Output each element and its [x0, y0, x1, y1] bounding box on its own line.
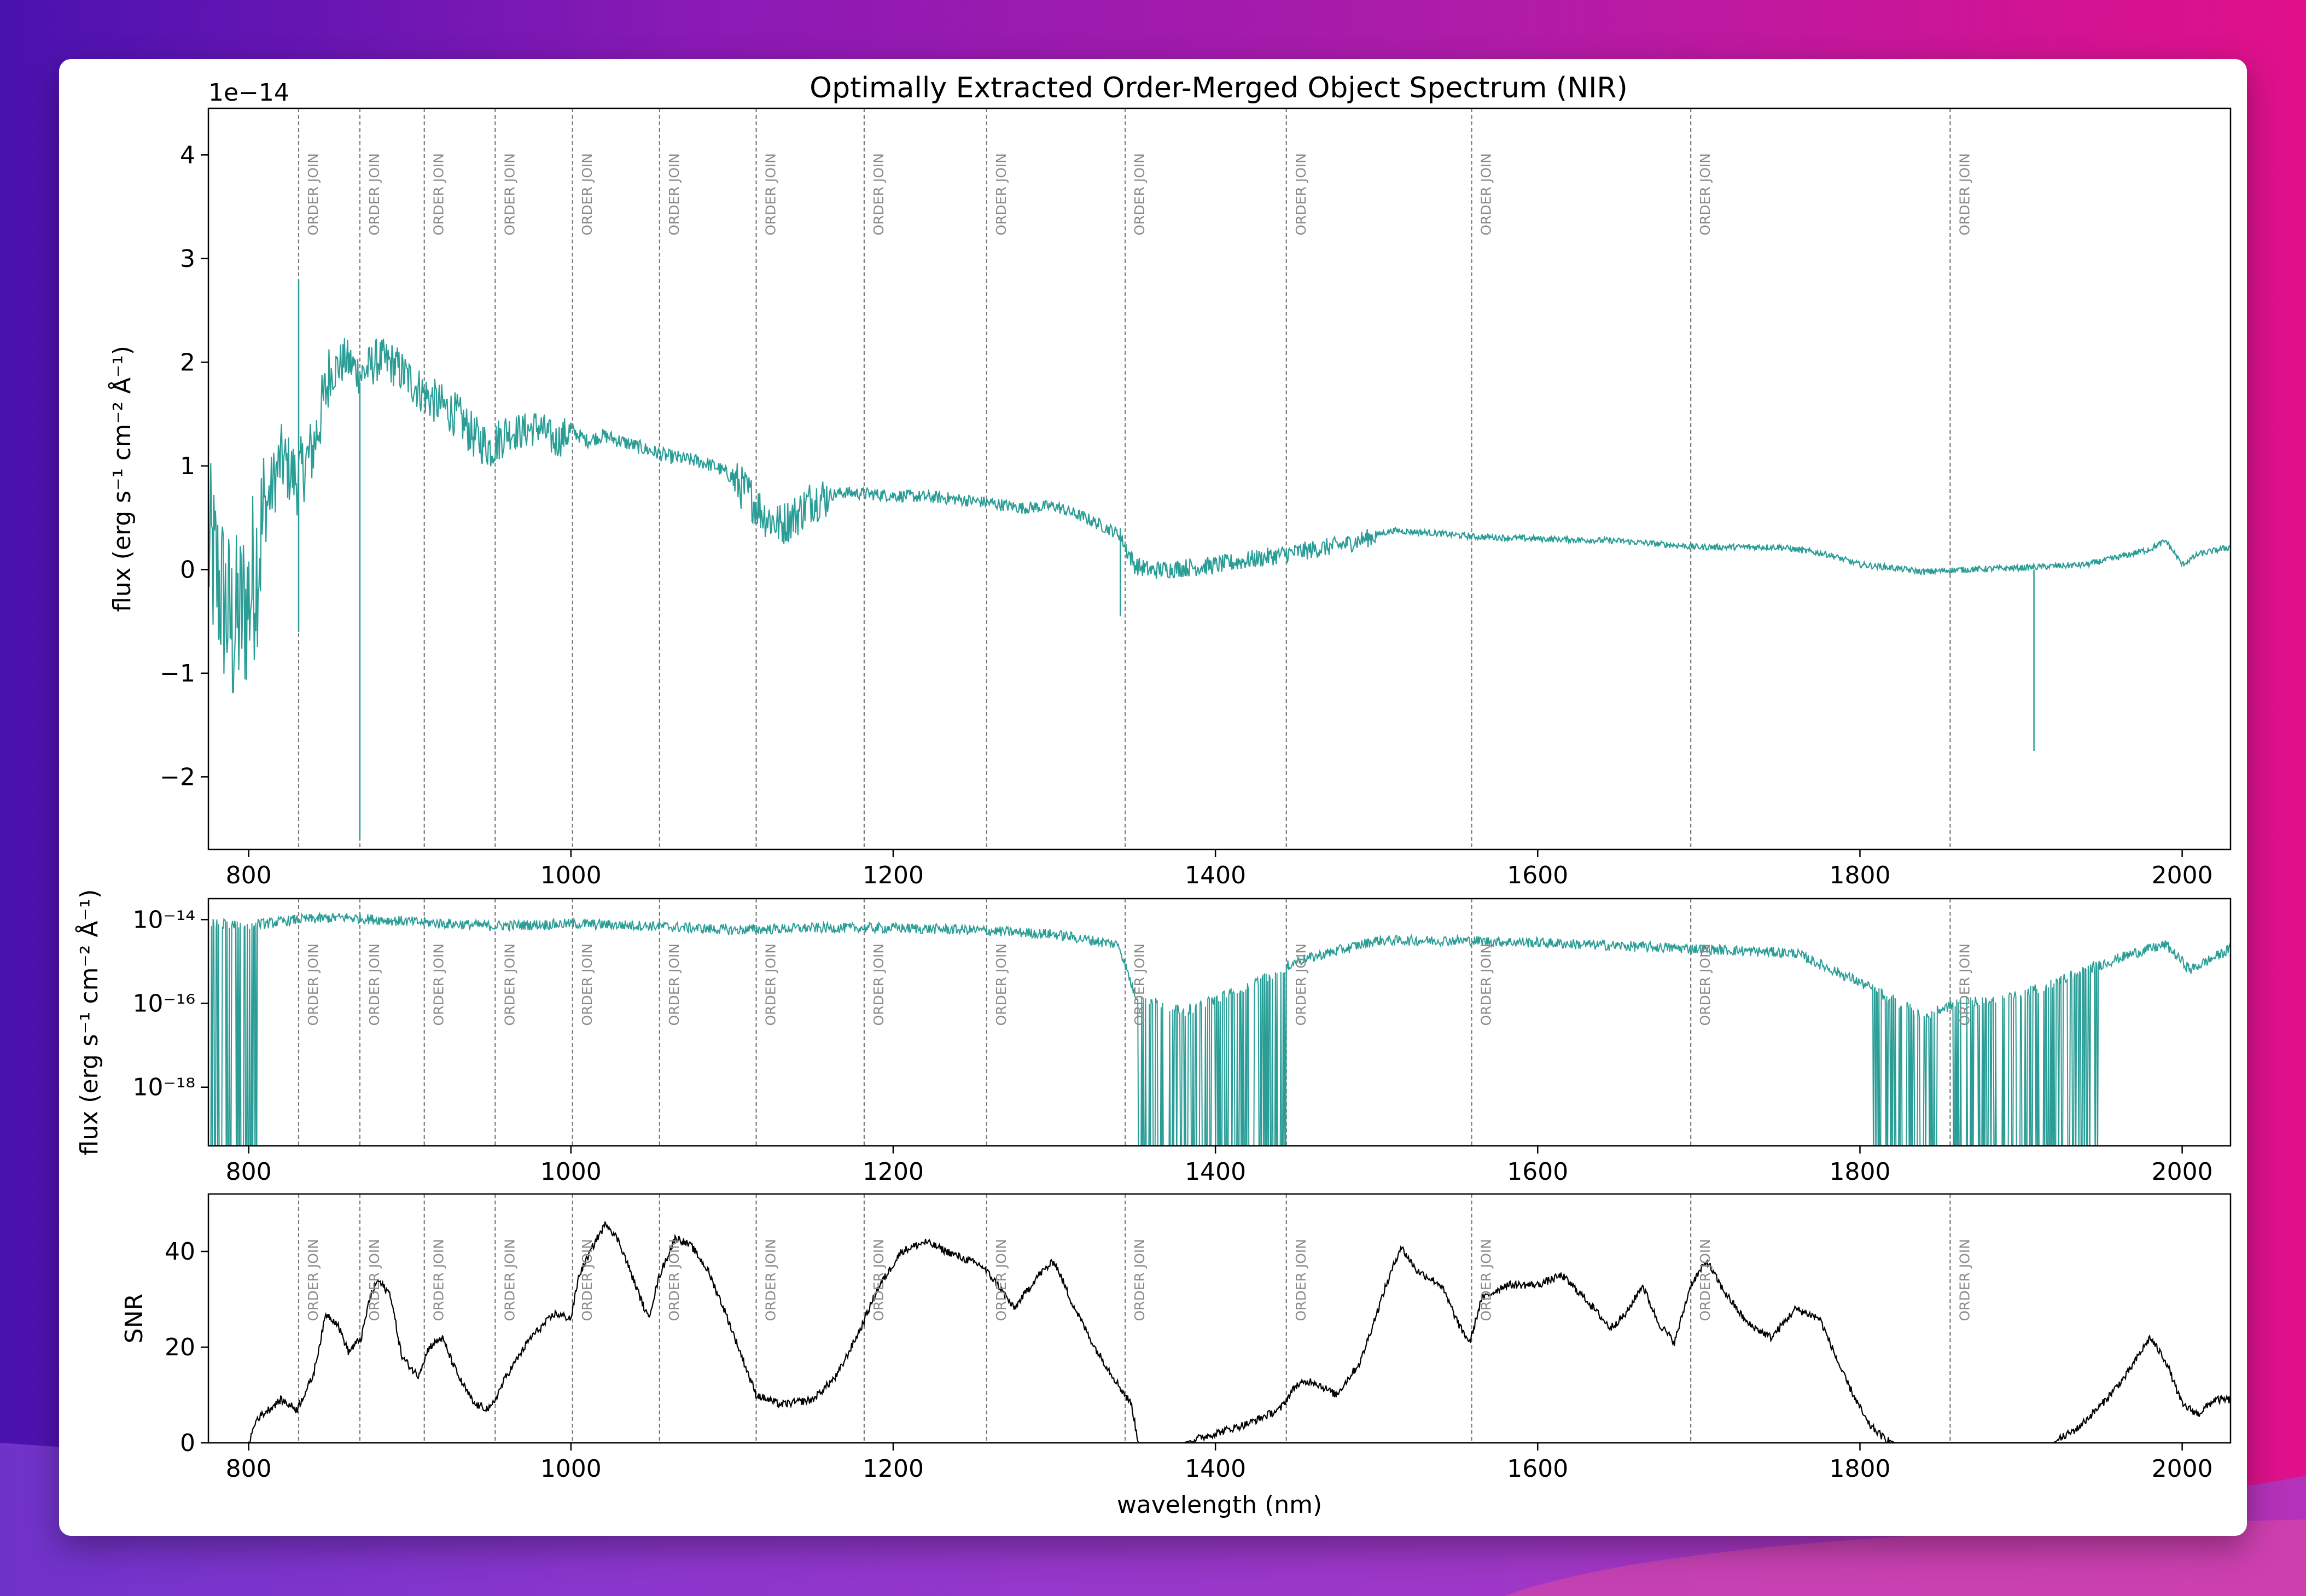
order-join-label: ORDER JOIN: [1293, 153, 1309, 236]
order-join-label: ORDER JOIN: [763, 1239, 779, 1321]
order-join-label: ORDER JOIN: [431, 943, 447, 1026]
order-join-label: ORDER JOIN: [871, 153, 887, 236]
order-join-label: ORDER JOIN: [1478, 153, 1494, 236]
axes-frame: [207, 107, 2232, 851]
y-tick-label: 20: [165, 1333, 195, 1361]
order-join-label: ORDER JOIN: [666, 943, 682, 1026]
y-axis-label: SNR: [120, 1294, 148, 1343]
order-join-label: ORDER JOIN: [502, 1239, 517, 1321]
flux-linear-panel: ORDER JOIN ORDER JOIN ORDER JOIN ORDER JOIN…: [107, 79, 2232, 889]
x-tick-label: 1800: [1829, 861, 1890, 889]
spectrum-figure: Optimally Extracted Order-Merged Object …: [74, 72, 2232, 1519]
order-join-label: ORDER JOIN: [579, 153, 595, 236]
order-join-label: ORDER JOIN: [1293, 943, 1309, 1026]
order-join-label: ORDER JOIN: [502, 153, 517, 236]
order-join-label: ORDER JOIN: [1697, 943, 1713, 1026]
order-join-label: ORDER JOIN: [1132, 153, 1148, 236]
order-join-label: ORDER JOIN: [431, 1239, 447, 1321]
flux-log-spectrum-line: [210, 911, 2231, 1146]
order-join-label: ORDER JOIN: [1293, 1239, 1309, 1321]
flux-spectrum-line: [208, 338, 2231, 694]
y-axis-label: flux (erg s⁻¹ cm⁻² Å⁻¹): [107, 346, 136, 612]
y-tick-label: 0: [180, 1429, 195, 1457]
y-tick-label: 0: [180, 556, 195, 584]
y-tick-label: 3: [180, 245, 195, 273]
order-join-label: ORDER JOIN: [1478, 943, 1494, 1026]
x-tick-label: 2000: [2152, 1158, 2213, 1186]
x-tick-label: 1000: [540, 861, 602, 889]
order-join-label: ORDER JOIN: [666, 153, 682, 236]
y-axis-label: flux (erg s⁻¹ cm⁻² Å⁻¹): [74, 889, 103, 1156]
x-tick-label: 1800: [1829, 1158, 1890, 1186]
order-join-label: ORDER JOIN: [305, 153, 321, 236]
x-tick-label: 1600: [1507, 1158, 1568, 1186]
x-tick-label: 1800: [1829, 1455, 1890, 1483]
order-join-label: ORDER JOIN: [579, 1239, 595, 1321]
order-join-label: ORDER JOIN: [763, 153, 779, 236]
y-tick-label: 2: [180, 348, 195, 376]
figure-title: Optimally Extracted Order-Merged Object …: [810, 72, 1628, 104]
order-join-label: ORDER JOIN: [1132, 943, 1148, 1026]
x-tick-label: 1200: [863, 1158, 924, 1186]
y-tick-label: −1: [160, 660, 195, 688]
y-tick-label: 4: [180, 141, 195, 169]
y-tick-label: 10⁻¹⁴: [133, 906, 196, 934]
order-join-label: ORDER JOIN: [666, 1239, 682, 1321]
figure-card: Optimally Extracted Order-Merged Object …: [59, 59, 2247, 1536]
order-join-label: ORDER JOIN: [1956, 153, 1972, 236]
order-join-label: ORDER JOIN: [579, 943, 595, 1026]
order-join-label: ORDER JOIN: [763, 943, 779, 1026]
y-tick-label: 10⁻¹⁸: [133, 1074, 196, 1102]
order-join-label: ORDER JOIN: [366, 1239, 382, 1321]
order-join-label: ORDER JOIN: [431, 153, 447, 236]
order-join-label: ORDER JOIN: [1956, 943, 1972, 1026]
order-join-label: ORDER JOIN: [1478, 1239, 1494, 1321]
order-join-label: ORDER JOIN: [305, 943, 321, 1026]
x-tick-label: 1400: [1185, 1158, 1246, 1186]
snr-line: [248, 1221, 2231, 1443]
axes-frame: [207, 898, 2232, 1147]
x-tick-label: 1600: [1507, 861, 1568, 889]
background-wave: [0, 1443, 2306, 1596]
order-join-label: ORDER JOIN: [305, 1239, 321, 1321]
x-tick-label: 1400: [1185, 1455, 1246, 1483]
order-join-label: ORDER JOIN: [993, 943, 1009, 1026]
y-tick-label: 40: [165, 1238, 195, 1266]
x-tick-label: 1000: [540, 1455, 602, 1483]
snr-panel: ORDER JOIN ORDER JOIN ORDER JOIN ORDER JOIN…: [120, 1193, 2232, 1519]
x-axis-label: wavelength (nm): [1117, 1491, 1322, 1519]
x-tick-label: 1000: [540, 1158, 602, 1186]
x-tick-label: 800: [226, 1158, 272, 1186]
x-tick-label: 1600: [1507, 1455, 1568, 1483]
axes-frame: [207, 1193, 2232, 1444]
y-offset-text: 1e−14: [208, 79, 289, 107]
order-join-label: ORDER JOIN: [1132, 1239, 1148, 1321]
x-tick-label: 1200: [863, 861, 924, 889]
x-tick-label: 1400: [1185, 861, 1246, 889]
order-join-label: ORDER JOIN: [871, 943, 887, 1026]
x-tick-label: 1200: [863, 1455, 924, 1483]
x-tick-label: 2000: [2152, 861, 2213, 889]
order-join-label: ORDER JOIN: [993, 153, 1009, 236]
order-join-label: ORDER JOIN: [366, 943, 382, 1026]
order-join-label: ORDER JOIN: [502, 943, 517, 1026]
x-tick-label: 2000: [2152, 1455, 2213, 1483]
order-join-label: ORDER JOIN: [1956, 1239, 1972, 1321]
order-join-label: ORDER JOIN: [993, 1239, 1009, 1321]
order-join-label: ORDER JOIN: [1697, 1239, 1713, 1321]
y-tick-label: 1: [180, 452, 195, 480]
x-tick-label: 800: [226, 861, 272, 889]
y-tick-label: −2: [160, 763, 195, 791]
order-join-label: ORDER JOIN: [366, 153, 382, 236]
x-tick-label: 800: [226, 1455, 272, 1483]
y-tick-label: 10⁻¹⁶: [133, 990, 196, 1018]
order-join-label: ORDER JOIN: [871, 1239, 887, 1321]
flux-log-panel: ORDER JOIN ORDER JOIN ORDER JOIN ORDER JOIN…: [74, 889, 2232, 1186]
order-join-label: ORDER JOIN: [1697, 153, 1713, 236]
